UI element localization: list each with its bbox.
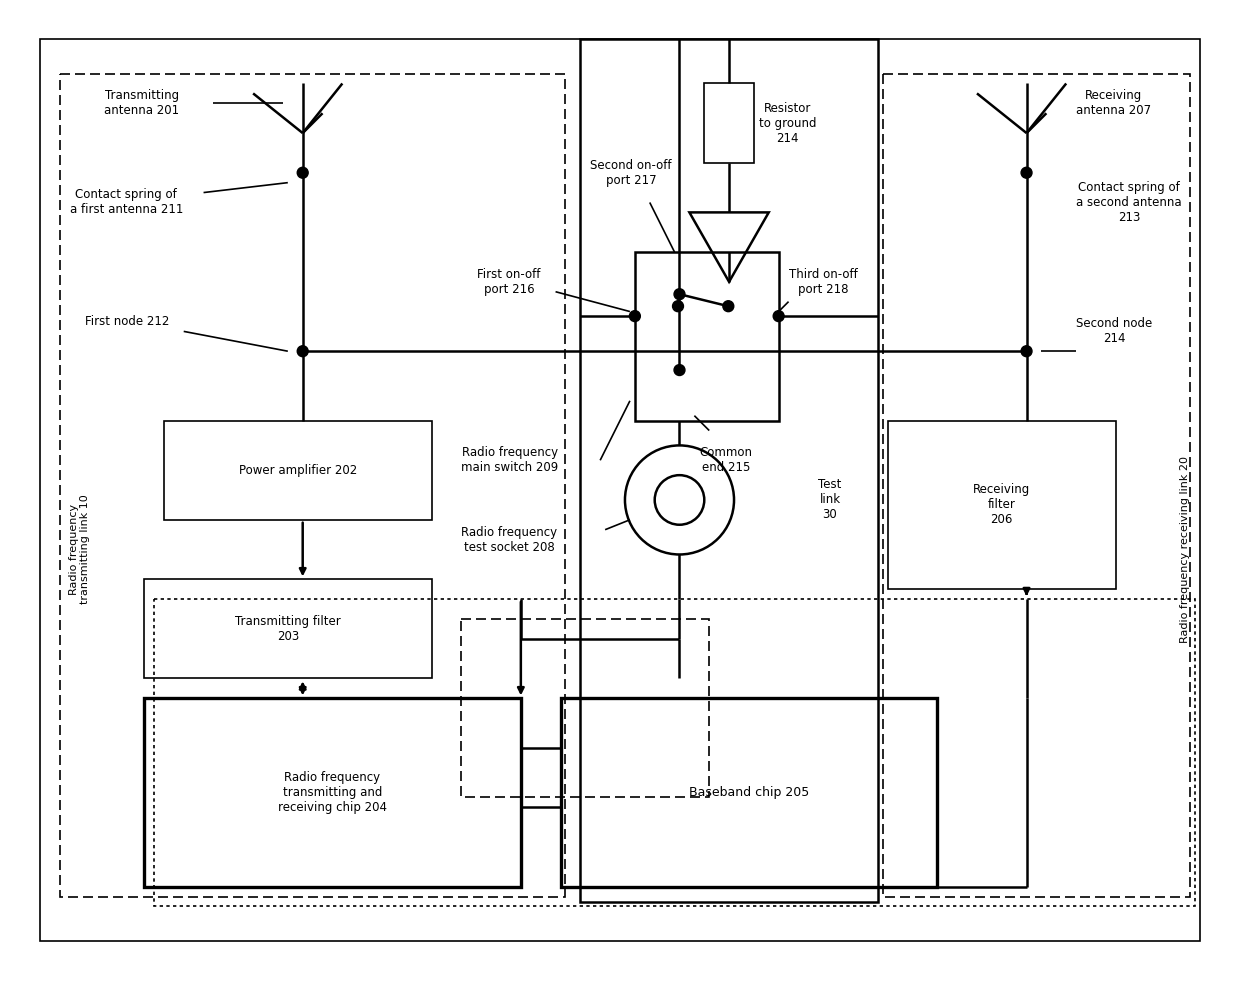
Bar xyxy=(883,73,1190,896)
Text: Receiving
filter
206: Receiving filter 206 xyxy=(973,483,1030,527)
Text: Radio frequency
transmitting link 10: Radio frequency transmitting link 10 xyxy=(68,495,91,605)
Text: Radio frequency
transmitting and
receiving chip 204: Radio frequency transmitting and receivi… xyxy=(278,771,387,814)
Text: Transmitting filter
203: Transmitting filter 203 xyxy=(234,615,341,643)
Text: Baseband chip 205: Baseband chip 205 xyxy=(688,786,808,799)
Text: Radio frequency
test socket 208: Radio frequency test socket 208 xyxy=(461,526,558,553)
Bar xyxy=(461,618,709,797)
Text: Radio frequency
main switch 209: Radio frequency main switch 209 xyxy=(461,447,558,474)
Bar xyxy=(635,252,779,421)
Bar xyxy=(704,84,754,163)
Bar xyxy=(888,421,1116,589)
Text: First node 212: First node 212 xyxy=(84,315,169,328)
Text: Radio frequency receiving link 20: Radio frequency receiving link 20 xyxy=(1180,456,1190,643)
Circle shape xyxy=(630,310,640,321)
Text: Transmitting
antenna 201: Transmitting antenna 201 xyxy=(104,89,180,118)
Circle shape xyxy=(298,346,309,357)
Circle shape xyxy=(774,310,784,321)
Text: Third on-off
port 218: Third on-off port 218 xyxy=(789,268,857,295)
Text: Common
end 215: Common end 215 xyxy=(699,447,753,474)
Text: Contact spring of
a first antenna 211: Contact spring of a first antenna 211 xyxy=(69,189,184,216)
Text: Contact spring of
a second antenna
213: Contact spring of a second antenna 213 xyxy=(1076,181,1182,224)
Bar xyxy=(144,699,521,886)
Circle shape xyxy=(723,300,734,311)
Circle shape xyxy=(675,365,684,375)
Text: Receiving
antenna 207: Receiving antenna 207 xyxy=(1076,89,1151,118)
Circle shape xyxy=(1021,167,1032,178)
Circle shape xyxy=(298,167,309,178)
Text: Second node
214: Second node 214 xyxy=(1076,317,1152,346)
Circle shape xyxy=(672,300,683,311)
Bar xyxy=(60,73,565,896)
Text: Second on-off
port 217: Second on-off port 217 xyxy=(590,159,672,187)
Bar xyxy=(144,579,432,679)
Text: Resistor
to ground
214: Resistor to ground 214 xyxy=(759,102,816,144)
Circle shape xyxy=(1021,346,1032,357)
Bar xyxy=(560,699,937,886)
Bar xyxy=(580,39,878,901)
Bar xyxy=(154,599,1195,907)
Bar xyxy=(164,421,432,520)
Circle shape xyxy=(675,288,684,299)
Text: Test
link
30: Test link 30 xyxy=(818,478,842,522)
Text: Power amplifier 202: Power amplifier 202 xyxy=(238,463,357,476)
Text: First on-off
port 216: First on-off port 216 xyxy=(477,268,541,295)
